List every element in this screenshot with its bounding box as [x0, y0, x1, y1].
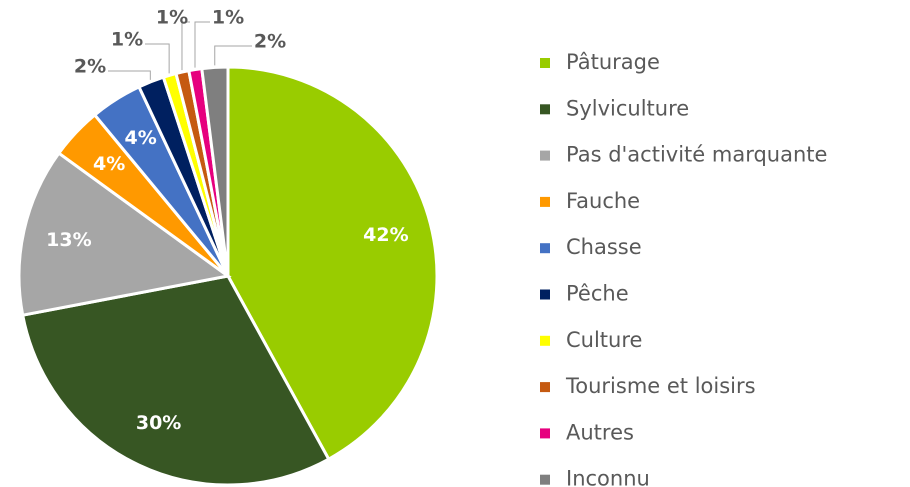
data-label: 2%	[74, 56, 106, 78]
legend-label: Tourisme et loisirs	[565, 374, 756, 398]
legend-swatch	[540, 196, 550, 207]
leader-line	[194, 21, 210, 68]
legend-label: Fauche	[566, 189, 640, 213]
legend-swatch	[540, 243, 550, 254]
legend-swatch	[540, 335, 550, 346]
legend-swatch	[540, 382, 550, 393]
pie-slice	[20, 274, 331, 487]
legend-label: Chasse	[566, 235, 642, 259]
legend-label: Inconnu	[566, 467, 650, 487]
data-label: 42%	[363, 224, 408, 246]
legend-swatch	[540, 428, 550, 439]
data-label: 30%	[136, 412, 181, 434]
data-label: 4%	[93, 153, 125, 175]
data-label: 1%	[212, 7, 244, 29]
legend-label: Culture	[566, 328, 642, 352]
legend-label: Sylviculture	[566, 96, 689, 120]
leader-line	[181, 21, 190, 71]
leader-line	[145, 43, 170, 74]
legend-swatch	[540, 474, 550, 485]
data-label: 2%	[254, 31, 286, 53]
legend-label: Pas d'activité marquante	[566, 143, 827, 167]
legend-swatch	[540, 150, 550, 161]
legend-label: Pâturage	[566, 50, 660, 74]
data-label: 1%	[111, 29, 143, 51]
legend-swatch	[540, 58, 550, 68]
data-label: 1%	[156, 7, 188, 29]
legend-label: Autres	[566, 420, 634, 444]
leader-line	[108, 70, 151, 80]
pie-slice	[226, 65, 439, 462]
legend-label: Pêche	[566, 282, 629, 306]
pie-slice	[200, 65, 230, 277]
legend-swatch	[540, 289, 550, 300]
data-label: 13%	[46, 229, 91, 251]
pie-slice	[17, 151, 232, 317]
leader-line	[214, 45, 252, 66]
legend-swatch	[540, 104, 550, 115]
data-label: 4%	[125, 127, 157, 149]
